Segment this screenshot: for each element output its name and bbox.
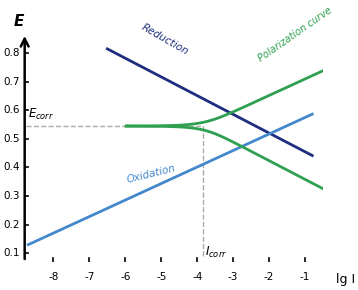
Text: lg I: lg I xyxy=(335,273,355,286)
Text: -8: -8 xyxy=(48,272,59,282)
Text: -5: -5 xyxy=(156,272,166,282)
Text: -2: -2 xyxy=(264,272,274,282)
Text: 0.3: 0.3 xyxy=(4,191,20,201)
Text: -4: -4 xyxy=(192,272,202,282)
Text: -6: -6 xyxy=(120,272,131,282)
Text: 0.5: 0.5 xyxy=(4,134,20,144)
Text: 0.2: 0.2 xyxy=(4,220,20,230)
Text: Polarization curve: Polarization curve xyxy=(257,5,334,64)
Text: E: E xyxy=(14,14,24,29)
Text: $I_{corr}$: $I_{corr}$ xyxy=(205,245,227,260)
Text: 0.7: 0.7 xyxy=(4,77,20,87)
Text: $E_{corr}$: $E_{corr}$ xyxy=(28,107,54,122)
Text: 0.8: 0.8 xyxy=(4,48,20,58)
Text: Reduction: Reduction xyxy=(140,22,190,57)
Text: -7: -7 xyxy=(84,272,95,282)
Text: Oxidation: Oxidation xyxy=(125,163,176,185)
Text: 0.1: 0.1 xyxy=(4,248,20,258)
Text: -1: -1 xyxy=(300,272,310,282)
Text: 0.6: 0.6 xyxy=(4,105,20,115)
Text: 0.4: 0.4 xyxy=(4,162,20,173)
Text: -3: -3 xyxy=(228,272,238,282)
